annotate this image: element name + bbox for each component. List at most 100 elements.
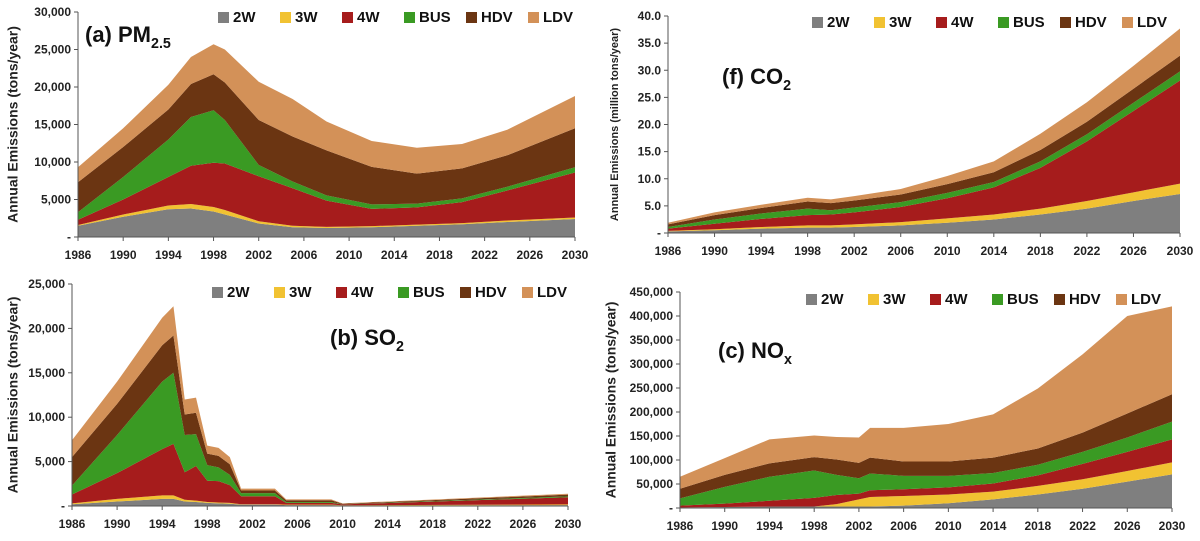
legend-swatch-4w — [342, 12, 353, 23]
y-tick-label: 25,000 — [28, 277, 65, 291]
y-tick-label: 10.0 — [638, 172, 662, 186]
chart-co2: - 5.0 10.0 15.0 20.0 25.0 30.0 35.0 40.0 1986 1990… — [609, 9, 1194, 258]
legend-label-4w: 4W — [951, 14, 974, 31]
area-so2-4w — [72, 443, 568, 506]
legend-so2: 2W 3W 4W BUS HDV LDV — [212, 284, 567, 301]
legend-swatch-3w — [280, 12, 291, 23]
area-pm25-3w — [78, 204, 575, 228]
legend-swatch-2w — [812, 17, 823, 28]
panel-title-pm25: (a) PM2.5 — [85, 22, 171, 52]
x-tick-label: 2030 — [555, 517, 582, 531]
legend-swatch-2w — [212, 287, 223, 298]
x-tick-label: 2002 — [245, 248, 272, 262]
x-tick-label: 1994 — [756, 519, 783, 533]
legend-label-2w: 2W — [827, 14, 850, 31]
area-pm25-4w — [78, 162, 575, 227]
legend-swatch-3w — [874, 17, 885, 28]
legend-label-hdv: HDV — [475, 284, 507, 301]
legend-swatch-bus — [398, 287, 409, 298]
y-tick-label: 5,000 — [35, 455, 65, 469]
legend-swatch-ldv — [1116, 294, 1127, 305]
area-so2-bus — [72, 372, 568, 505]
area-nox-ldv — [680, 306, 1172, 489]
y-tick-label: 450,000 — [630, 285, 674, 299]
panel-title-nox: (c) NOx — [718, 338, 792, 368]
x-tick-label: 1998 — [801, 519, 828, 533]
x-tick-label: 2022 — [1074, 244, 1101, 258]
legend-label-bus: BUS — [1013, 14, 1045, 31]
x-tick-label: 2018 — [419, 517, 446, 531]
x-tick-label: 2030 — [1159, 519, 1186, 533]
y-tick-label: 20,000 — [34, 80, 71, 94]
y-axis-label-co2: Annual Emissions (million tons/year) — [609, 28, 621, 221]
y-tick-label: - — [657, 226, 661, 240]
x-tick-label: 2006 — [890, 519, 917, 533]
legend-swatch-ldv — [522, 287, 533, 298]
x-tick-label: 2026 — [516, 248, 543, 262]
legend-label-2w: 2W — [233, 9, 256, 26]
legend-swatch-hdv — [460, 287, 471, 298]
legend-label-3w: 3W — [889, 14, 912, 31]
chart-nox: - 50,000 100,000 150,000 200,000 250,000 300,0… — [603, 285, 1186, 533]
legend-pm25: 2W 3W 4W BUS HDV LDV — [218, 9, 573, 26]
y-tick-label: 20,000 — [28, 321, 65, 335]
y-tick-label: 30.0 — [638, 63, 662, 77]
chart-pm25: - 5,000 10,000 15,000 20,000 25,000 30,000 1986… — [5, 5, 589, 262]
legend-swatch-4w — [936, 17, 947, 28]
x-tick-label: 2026 — [1114, 519, 1141, 533]
legend-label-ldv: LDV — [1131, 291, 1161, 308]
x-tick-label: 1990 — [104, 517, 131, 531]
x-tick-label: 1986 — [655, 244, 682, 258]
area-nox-3w — [680, 462, 1172, 508]
legend-label-hdv: HDV — [1075, 14, 1107, 31]
x-tick-label: 1994 — [155, 248, 182, 262]
y-tick-label: - — [67, 230, 71, 244]
area-nox-hdv — [680, 394, 1172, 499]
area-co2-4w — [668, 80, 1180, 231]
legend-label-bus: BUS — [413, 284, 445, 301]
legend-swatch-2w — [806, 294, 817, 305]
x-tick-label: 2014 — [374, 517, 401, 531]
legend-swatch-bus — [404, 12, 415, 23]
x-tick-label: 2022 — [1069, 519, 1096, 533]
panel-title-so2: (b) SO2 — [330, 325, 404, 355]
x-tick-label: 2010 — [329, 517, 356, 531]
area-co2-hdv — [668, 55, 1180, 228]
y-tick-label: 10,000 — [34, 155, 71, 169]
legend-swatch-ldv — [1122, 17, 1133, 28]
x-tick-label: 2006 — [284, 517, 311, 531]
area-nox-bus — [680, 421, 1172, 506]
x-tick-label: 2006 — [291, 248, 318, 262]
y-tick-label: - — [61, 499, 65, 513]
legend-swatch-2w — [218, 12, 229, 23]
area-pm25-2w — [78, 208, 575, 237]
y-tick-label: 15.0 — [638, 145, 662, 159]
x-tick-label: 2030 — [562, 248, 589, 262]
legend-swatch-3w — [868, 294, 879, 305]
x-tick-label: 2002 — [841, 244, 868, 258]
area-so2-2w — [72, 498, 568, 506]
area-pm25-ldv — [78, 44, 575, 183]
legend-label-bus: BUS — [419, 9, 451, 26]
legend-swatch-bus — [998, 17, 1009, 28]
legend-label-2w: 2W — [821, 291, 844, 308]
legend-swatch-hdv — [466, 12, 477, 23]
x-tick-label: 1990 — [701, 244, 728, 258]
x-tick-label: 2030 — [1167, 244, 1194, 258]
x-tick-label: 2002 — [846, 519, 873, 533]
x-tick-label: 1990 — [110, 248, 137, 262]
x-tick-label: 1990 — [711, 519, 738, 533]
x-tick-label: 2022 — [471, 248, 498, 262]
x-tick-label: 1986 — [59, 517, 86, 531]
legend-swatch-hdv — [1060, 17, 1071, 28]
x-tick-label: 1994 — [748, 244, 775, 258]
legend-label-4w: 4W — [357, 9, 380, 26]
legend-label-3w: 3W — [289, 284, 312, 301]
y-tick-label: 15,000 — [28, 366, 65, 380]
area-co2-2w — [668, 193, 1180, 233]
legend-swatch-4w — [930, 294, 941, 305]
y-tick-label: 15,000 — [34, 118, 71, 132]
legend-label-ldv: LDV — [537, 284, 567, 301]
y-tick-label: 200,000 — [630, 405, 674, 419]
